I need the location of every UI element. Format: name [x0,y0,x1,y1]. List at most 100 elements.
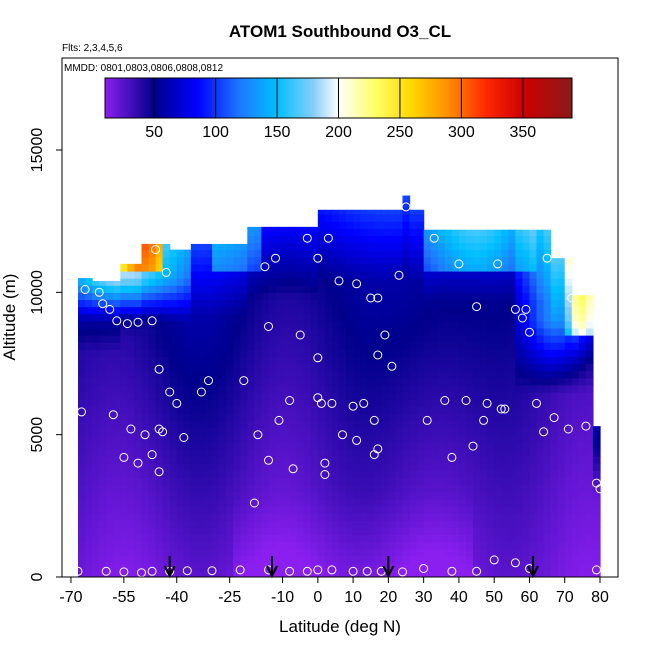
heatmap-cell [331,299,340,308]
heatmap-cell [543,491,552,500]
heatmap-cell [451,555,460,564]
observation-point [140,430,150,440]
heatmap-cell [310,534,319,543]
heatmap-cell [353,541,361,550]
heatmap-cell [261,569,270,577]
heatmap-cell [219,555,227,564]
heatmap-cell [92,434,100,443]
heatmap-cell [437,520,446,528]
heatmap-cell [487,477,495,486]
colorbar-tick-label: 200 [325,124,352,141]
heatmap-cell [346,491,354,500]
heatmap-cell [402,228,411,236]
heatmap-cell [557,477,566,486]
heatmap-cell [487,441,495,450]
heatmap-cell [212,541,220,550]
heatmap-cell [536,256,545,265]
heatmap-cell [515,534,523,543]
heatmap-cell [543,448,552,457]
heatmap-cell [155,441,164,450]
observation-point [154,364,164,374]
heatmap-cell [395,534,404,543]
heatmap-cell [430,363,439,372]
heatmap-cell [494,306,502,315]
heatmap-cell [494,520,502,528]
heatmap-cell [233,292,241,301]
heatmap-cell [536,498,545,507]
heatmap-cell [409,512,418,521]
heatmap-cell [296,512,305,521]
heatmap-cell [423,413,432,422]
heatmap-cell [282,512,291,521]
heatmap-cell [515,448,523,457]
observation-point [373,293,383,303]
heatmap-cell [564,520,573,528]
heatmap-cell [233,505,241,514]
heatmap-cell [113,541,121,550]
heatmap-cell [226,349,234,357]
heatmap-cell [120,320,128,329]
heatmap-cell [120,441,128,450]
heatmap-cell [339,249,347,258]
heatmap-cell [219,413,227,422]
heatmap-cell [550,434,559,443]
heatmap-cell [550,327,559,336]
heatmap-cell [268,434,277,443]
heatmap-cell [444,463,453,471]
heatmap-cell [233,306,241,315]
heatmap-cell [564,363,573,372]
heatmap-cell [515,292,523,301]
heatmap-cell [331,520,340,528]
heatmap-cell [571,306,580,315]
heatmap-cell [522,270,531,279]
heatmap-cell [430,342,439,350]
heatmap-cell [430,285,439,293]
observation-point [359,398,369,408]
heatmap-cell [204,256,213,265]
heatmap-cell [437,342,446,350]
heatmap-cell [473,313,481,322]
heatmap-cell [141,342,150,350]
heatmap-cell [578,520,587,528]
heatmap-cell [303,313,312,322]
heatmap-cell [465,263,474,272]
heatmap-cell [451,270,460,279]
heatmap-cell [571,477,580,486]
heatmap-cell [155,456,164,464]
heatmap-cell [331,377,340,386]
heatmap-cell [367,420,375,429]
heatmap-cell [465,370,474,379]
heatmap-cell [557,520,566,528]
heatmap-cell [494,527,502,535]
heatmap-cell [515,548,523,557]
heatmap-cell [367,427,375,436]
heatmap-cell [219,534,227,543]
heatmap-cell [204,463,213,471]
heatmap-cell [212,278,220,286]
heatmap-cell [261,477,270,486]
heatmap-cell [296,491,305,500]
heatmap-cell [381,477,389,486]
heatmap-cell [324,399,333,407]
heatmap-cell [233,420,241,429]
heatmap-cell [543,456,552,464]
heatmap-cell [451,505,460,514]
heatmap-cell [571,555,580,564]
heatmap-cell [289,448,298,457]
heatmap-cell [430,335,439,343]
heatmap-cell [99,406,107,414]
heatmap-cell [204,285,213,293]
heatmap-cell [317,399,326,407]
heatmap-cell [423,391,432,400]
heatmap-cell [226,477,234,486]
heatmap-cell [162,391,171,400]
heatmap-cell [388,209,397,215]
heatmap-cell [268,377,277,386]
heatmap-cell [247,498,255,507]
heatmap-cell [416,209,425,215]
heatmap-cell [212,313,220,322]
heatmap-cell [395,263,404,272]
heatmap-cell [437,263,446,272]
heatmap-cell [353,356,361,365]
heatmap-cell [395,306,404,315]
